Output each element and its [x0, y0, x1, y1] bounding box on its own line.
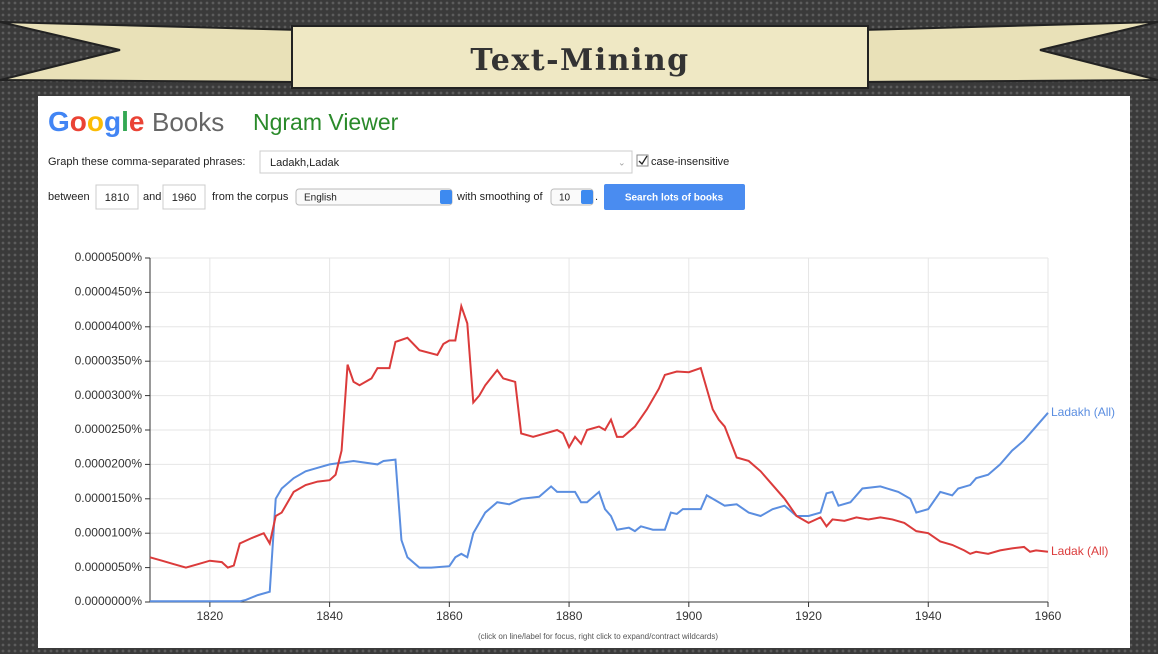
check-mark: [638, 155, 648, 166]
y-tick-label: 0.0000500%: [75, 250, 143, 264]
series-line: [150, 412, 1049, 603]
end-year: 1960: [172, 192, 196, 204]
series-line: [149, 302, 1049, 569]
series-label: Ladak (All): [1051, 544, 1108, 558]
logo-google: Google: [48, 106, 144, 137]
screenshot-panel: [38, 96, 1130, 648]
start-year-input[interactable]: [95, 184, 139, 210]
and-label: and: [143, 191, 161, 203]
dropdown-arrow: ⌄: [618, 157, 626, 167]
y-tick-label: 0.0000200%: [75, 457, 143, 471]
corpus-value: English: [304, 193, 337, 204]
y-tick-label: 0.0000100%: [75, 525, 143, 539]
corpus-label: from the corpus: [212, 191, 289, 203]
search-button[interactable]: [604, 184, 745, 210]
phrases-label: Graph these comma-separated phrases:: [48, 156, 246, 168]
y-tick-label: 0.0000150%: [75, 491, 143, 505]
series-label: Ladakh (All): [1051, 405, 1115, 419]
period: .: [595, 191, 598, 203]
select-arrow: [581, 190, 593, 204]
logo-books: Books: [152, 107, 224, 137]
start-year: 1810: [105, 192, 129, 204]
ribbon-left: [0, 21, 301, 84]
phrases-value: Ladakh,Ladak: [270, 157, 340, 169]
x-tick-label: 1940: [915, 609, 942, 623]
x-tick-label: 1840: [316, 609, 343, 623]
select-arrow: [440, 190, 452, 204]
x-tick-label: 1860: [436, 609, 463, 623]
search-button-label: Search lots of books: [625, 193, 724, 204]
y-tick-label: 0.0000050%: [75, 560, 143, 574]
x-tick-label: 1960: [1035, 609, 1062, 623]
slide-title: Text-Mining: [470, 43, 689, 78]
x-tick-label: 1900: [675, 609, 702, 623]
logo-product: Ngram Viewer: [253, 109, 399, 135]
smoothing-label: with smoothing of: [456, 191, 544, 203]
y-tick-label: 0.0000000%: [75, 594, 143, 608]
phrases-input[interactable]: [259, 150, 633, 174]
x-tick-label: 1820: [197, 609, 224, 623]
x-tick-label: 1920: [795, 609, 822, 623]
y-tick-label: 0.0000400%: [75, 319, 143, 333]
smoothing-value: 10: [559, 193, 571, 204]
ribbon-right: [859, 21, 1158, 84]
y-tick-label: 0.0000450%: [75, 285, 143, 299]
case-label: case-insensitive: [651, 156, 729, 168]
title-box: [291, 25, 869, 89]
y-tick-label: 0.0000350%: [75, 353, 143, 367]
y-tick-label: 0.0000250%: [75, 422, 143, 436]
y-tick-label: 0.0000300%: [75, 388, 143, 402]
x-tick-label: 1880: [556, 609, 583, 623]
between-label: between: [48, 191, 90, 203]
footnote: (click on line/label for focus, right cl…: [478, 632, 718, 641]
end-year-input[interactable]: [162, 184, 206, 210]
case-checkbox[interactable]: [636, 154, 649, 167]
